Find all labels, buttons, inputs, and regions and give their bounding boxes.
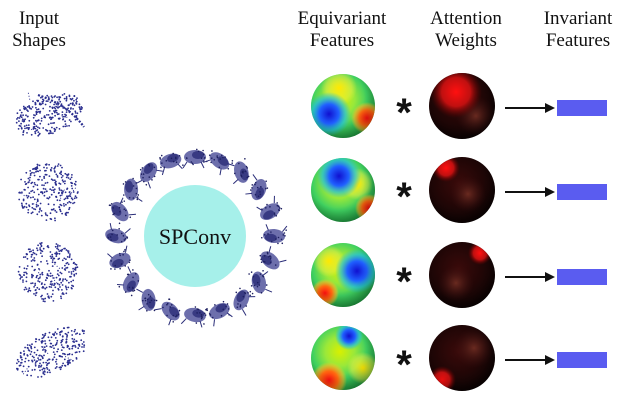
input-shapes-column bbox=[15, 91, 86, 378]
invariant-feature-bar bbox=[557, 352, 607, 368]
attention-weight-sphere bbox=[429, 73, 495, 139]
header-attention-line1: Attention bbox=[430, 8, 502, 29]
header-input-line2: Shapes bbox=[12, 30, 66, 51]
feature-rows: * * * * bbox=[311, 73, 607, 391]
invariant-feature-bar bbox=[557, 100, 607, 116]
multiply-operator: * bbox=[396, 260, 412, 304]
rotated-shape bbox=[203, 150, 234, 176]
rotated-shape bbox=[180, 306, 208, 328]
rotated-shape bbox=[245, 174, 269, 201]
rotated-shape bbox=[182, 148, 208, 169]
feature-row: * bbox=[311, 73, 607, 139]
invariant-feature-bar bbox=[557, 184, 607, 200]
rotated-shape bbox=[159, 152, 184, 176]
rotated-shape bbox=[139, 162, 163, 189]
rotated-shape bbox=[259, 246, 287, 270]
header-input-line1: Input bbox=[18, 8, 60, 29]
rotated-shape bbox=[108, 197, 136, 225]
feature-row: * bbox=[311, 242, 607, 308]
multiply-operator: * bbox=[396, 175, 412, 219]
header-invariant-line1: Invariant bbox=[543, 8, 613, 29]
input-shape-point-cloud bbox=[16, 326, 86, 378]
rotated-shape bbox=[233, 287, 256, 316]
input-shape-point-cloud bbox=[17, 242, 79, 303]
attention-weight-sphere bbox=[429, 157, 495, 223]
equivariant-feature-sphere bbox=[311, 326, 375, 390]
rotated-shape bbox=[205, 300, 233, 327]
rotated-shape bbox=[136, 288, 158, 312]
input-shape-point-cloud bbox=[18, 163, 79, 222]
header-equivariant-line1: Equivariant bbox=[297, 8, 387, 29]
spconv-circle bbox=[144, 185, 246, 287]
attention-weight-sphere bbox=[429, 242, 495, 308]
rotated-shape bbox=[116, 266, 140, 297]
spconv-ring bbox=[105, 148, 288, 328]
header-attention-weights: Attention Weights bbox=[412, 8, 520, 52]
rotated-shape bbox=[248, 269, 273, 294]
feature-row: * bbox=[311, 157, 607, 223]
rotated-shape bbox=[261, 224, 288, 245]
header-equivariant-line2: Features bbox=[309, 30, 375, 51]
header-equivariant-features: Equivariant Features bbox=[282, 8, 402, 52]
attention-weight-sphere bbox=[429, 325, 495, 391]
rotated-shape bbox=[154, 298, 181, 326]
header-invariant-line2: Features bbox=[545, 30, 611, 51]
multiply-operator: * bbox=[396, 91, 412, 135]
rotated-shape bbox=[122, 177, 143, 202]
rotated-shape bbox=[105, 222, 131, 244]
rotated-shape bbox=[107, 245, 131, 270]
spconv-label: SPConv bbox=[159, 224, 231, 249]
feature-row: * bbox=[311, 325, 607, 391]
input-shape-point-cloud bbox=[15, 91, 85, 137]
rotated-shape bbox=[227, 158, 250, 185]
header-invariant-features: Invariant Features bbox=[530, 8, 626, 52]
header-input-shapes: Input Shapes bbox=[0, 8, 78, 52]
header-attention-line2: Weights bbox=[435, 30, 497, 51]
multiply-operator: * bbox=[396, 343, 412, 387]
invariant-feature-bar bbox=[557, 269, 607, 285]
equivariant-feature-sphere bbox=[311, 158, 375, 222]
equivariant-feature-sphere bbox=[311, 243, 375, 307]
rotated-shape bbox=[256, 195, 283, 220]
equivariant-feature-sphere bbox=[311, 74, 375, 138]
